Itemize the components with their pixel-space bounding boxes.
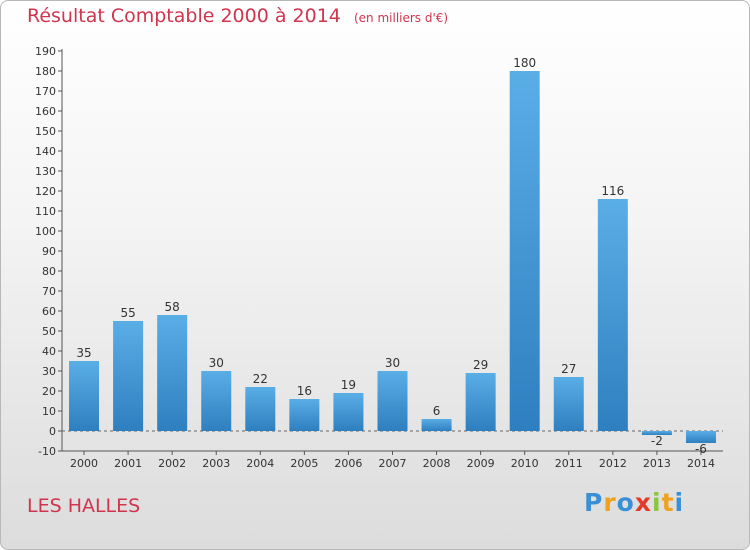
x-tick-label-2008: 2008 bbox=[423, 457, 451, 470]
logo-letter: x bbox=[634, 488, 652, 517]
logo-letter: r bbox=[603, 488, 617, 517]
x-tick-label-2003: 2003 bbox=[202, 457, 230, 470]
y-tick-label: 140 bbox=[35, 145, 56, 158]
y-tick-label: 40 bbox=[42, 345, 56, 358]
x-tick-label-2010: 2010 bbox=[511, 457, 539, 470]
y-tick-label: -10 bbox=[38, 445, 56, 458]
data-label-2011: 27 bbox=[561, 362, 576, 376]
data-label-2013: -2 bbox=[651, 434, 663, 448]
x-tick-label-2012: 2012 bbox=[599, 457, 627, 470]
logo-letter: t bbox=[661, 488, 675, 517]
bar-2005 bbox=[289, 399, 320, 431]
logo-letter: o bbox=[616, 488, 635, 517]
y-tick-label: 170 bbox=[35, 85, 56, 98]
proxiti-logo: Proxiti bbox=[584, 488, 684, 517]
x-tick-label-2004: 2004 bbox=[246, 457, 274, 470]
data-label-2010: 180 bbox=[513, 56, 536, 70]
y-tick-label: 20 bbox=[42, 385, 56, 398]
y-tick-label: 60 bbox=[42, 305, 56, 318]
y-tick-label: 50 bbox=[42, 325, 56, 338]
chart-title-unit: (en milliers d'€) bbox=[353, 11, 449, 25]
x-tick-label-2002: 2002 bbox=[158, 457, 186, 470]
x-tick-label-2007: 2007 bbox=[379, 457, 407, 470]
x-tick-label-2001: 2001 bbox=[114, 457, 142, 470]
y-tick-label: 130 bbox=[35, 165, 56, 178]
bar-2006 bbox=[333, 393, 364, 431]
y-tick-label: 150 bbox=[35, 125, 56, 138]
x-tick-label-2000: 2000 bbox=[70, 457, 98, 470]
bar-2009 bbox=[465, 373, 496, 431]
bar-2014 bbox=[685, 431, 716, 443]
y-tick-label: 190 bbox=[35, 45, 56, 58]
bar-2007 bbox=[377, 371, 408, 431]
commune-name: LES HALLES bbox=[27, 495, 141, 517]
y-tick-label: 80 bbox=[42, 265, 56, 278]
logo-letter: i bbox=[652, 488, 662, 517]
x-tick-label-2009: 2009 bbox=[467, 457, 495, 470]
data-label-2002: 58 bbox=[165, 300, 180, 314]
bar-2013 bbox=[641, 431, 672, 435]
bar-2008 bbox=[421, 419, 452, 431]
y-tick-label: 160 bbox=[35, 105, 56, 118]
data-label-2001: 55 bbox=[120, 306, 135, 320]
data-label-2004: 22 bbox=[253, 372, 268, 386]
x-tick-label-2005: 2005 bbox=[290, 457, 318, 470]
data-label-2000: 35 bbox=[76, 346, 91, 360]
y-tick-label: 70 bbox=[42, 285, 56, 298]
y-tick-label: 30 bbox=[42, 365, 56, 378]
bar-2012 bbox=[597, 199, 628, 431]
data-label-2006: 19 bbox=[341, 378, 356, 392]
x-tick-label-2006: 2006 bbox=[334, 457, 362, 470]
data-label-2014: -6 bbox=[695, 442, 707, 456]
y-tick-label: 10 bbox=[42, 405, 56, 418]
chart-title: Résultat Comptable 2000 à 2014 (en milli… bbox=[27, 5, 448, 27]
logo-letter: i bbox=[674, 488, 685, 517]
bar-2003 bbox=[201, 371, 232, 431]
data-label-2009: 29 bbox=[473, 358, 488, 372]
y-tick-label: 180 bbox=[35, 65, 56, 78]
data-label-2012: 116 bbox=[601, 184, 624, 198]
data-label-2005: 16 bbox=[297, 384, 312, 398]
bar-2001 bbox=[113, 321, 144, 431]
y-tick-label: 120 bbox=[35, 185, 56, 198]
x-tick-label-2014: 2014 bbox=[687, 457, 715, 470]
data-label-2003: 30 bbox=[209, 356, 224, 370]
bar-2010 bbox=[509, 71, 540, 431]
chart-title-main: Résultat Comptable 2000 à 2014 bbox=[27, 5, 341, 27]
bar-2004 bbox=[245, 387, 276, 431]
x-tick-label-2011: 2011 bbox=[555, 457, 583, 470]
bar-2000 bbox=[69, 361, 100, 431]
y-tick-label: 100 bbox=[35, 225, 56, 238]
bar-2011 bbox=[553, 377, 584, 431]
data-label-2007: 30 bbox=[385, 356, 400, 370]
bar-2002 bbox=[157, 315, 188, 431]
x-tick-label-2013: 2013 bbox=[643, 457, 671, 470]
logo-letter: P bbox=[584, 488, 604, 517]
y-tick-label: 0 bbox=[49, 425, 56, 438]
data-label-2008: 6 bbox=[433, 404, 441, 418]
y-tick-label: 90 bbox=[42, 245, 56, 258]
y-tick-label: 110 bbox=[35, 205, 56, 218]
